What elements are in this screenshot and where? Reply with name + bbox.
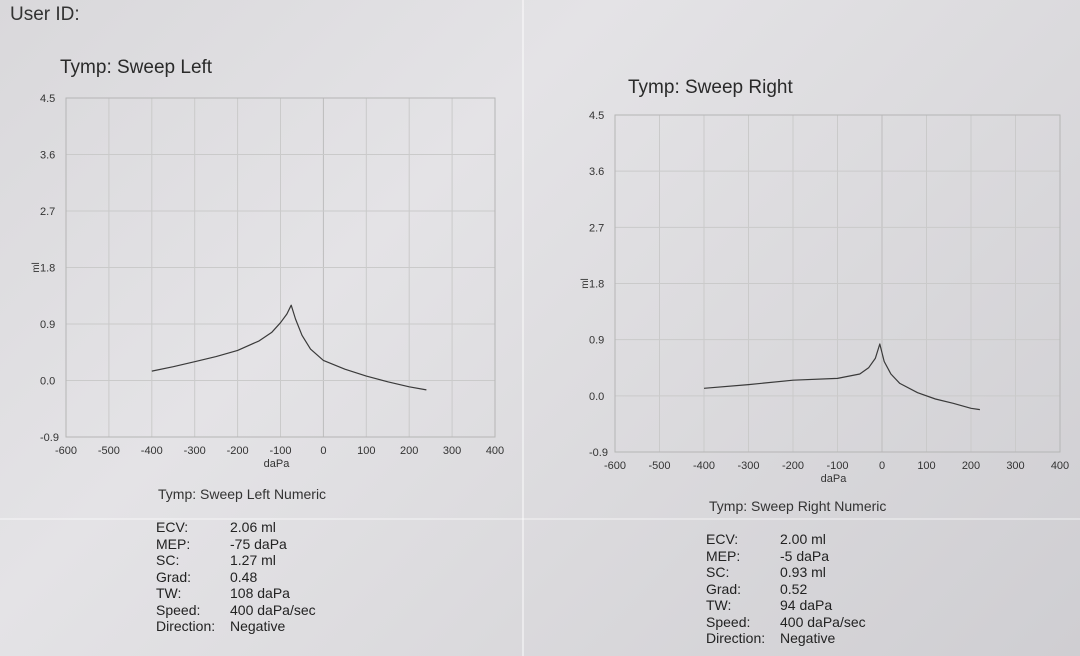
y-tick-label: 3.6 <box>589 166 604 178</box>
paper-fold-horizontal <box>0 518 1080 520</box>
x-tick-label: 100 <box>357 445 375 457</box>
x-tick-label: -600 <box>55 445 77 457</box>
x-tick-label: -300 <box>737 460 759 472</box>
y-tick-label: 0.0 <box>40 376 55 388</box>
numeric-label: ECV: <box>706 531 739 547</box>
numeric-value: 1.27 ml <box>230 552 276 568</box>
y-axis-label: ml <box>31 262 42 273</box>
numeric-value: -5 daPa <box>780 547 830 564</box>
chart-title-right: Tymp: Sweep Right <box>628 77 793 98</box>
numeric-row: SC: 0.93 ml <box>706 564 866 581</box>
numeric-value: -75 daPa <box>230 535 287 552</box>
numeric-row: Speed: 400 daPa/sec <box>706 614 866 631</box>
numeric-row: ECV: 2.00 ml <box>706 531 866 548</box>
x-tick-label: 400 <box>1051 460 1069 472</box>
y-axis-label: ml <box>580 278 591 289</box>
x-tick-label: -100 <box>826 460 848 472</box>
numeric-row: MEP: -75 daPa <box>156 536 316 553</box>
numeric-label: TW: <box>156 585 182 601</box>
numeric-row: ECV: 2.06 ml <box>156 519 316 536</box>
numeric-row: Grad: 0.52 <box>706 581 866 598</box>
numeric-label: Direction: <box>706 630 766 646</box>
numeric-value: 94 daPa <box>780 597 833 613</box>
y-tick-label: -0.9 <box>40 432 59 444</box>
x-tick-label: -600 <box>604 460 626 472</box>
x-tick-label: 200 <box>962 460 980 472</box>
y-tick-label: 4.5 <box>40 93 55 105</box>
numeric-row: SC: 1.27 ml <box>156 552 316 569</box>
numeric-label: SC: <box>156 552 180 568</box>
y-tick-label: 1.8 <box>589 279 604 291</box>
x-tick-label: 300 <box>443 445 461 457</box>
numeric-label: MEP: <box>156 535 191 552</box>
numeric-value: 108 daPa <box>230 585 290 601</box>
numeric-row: Grad: 0.48 <box>156 569 316 586</box>
numeric-row: TW: 94 daPa <box>706 597 866 614</box>
y-tick-label: 2.7 <box>40 206 55 218</box>
numeric-table-left: ECV: 2.06 ml MEP: -75 daPa SC: 1.27 ml Grad: 0.… <box>156 519 316 635</box>
numeric-label: Speed: <box>156 601 201 618</box>
x-tick-label: 0 <box>879 460 885 472</box>
x-axis-label: daPa <box>264 458 291 470</box>
tymp-curve <box>703 343 980 411</box>
plot-frame <box>65 97 496 438</box>
y-tick-label: 3.6 <box>40 150 55 162</box>
x-tick-label: 400 <box>486 445 504 457</box>
x-tick-label: -400 <box>693 460 715 472</box>
y-tick-label: 0.9 <box>589 335 604 347</box>
y-tick-label: 2.7 <box>589 222 604 234</box>
numeric-row: MEP: -5 daPa <box>706 548 866 565</box>
numeric-value: 400 daPa/sec <box>780 613 866 630</box>
x-axis-label: daPa <box>821 473 848 485</box>
chart-title-left: Tymp: Sweep Left <box>60 57 213 78</box>
numeric-value: Negative <box>780 630 836 646</box>
y-tick-label: -0.9 <box>589 447 608 459</box>
x-tick-label: -300 <box>184 445 206 457</box>
numeric-label: Direction: <box>156 618 216 634</box>
numeric-label: Speed: <box>706 613 751 630</box>
y-tick-label: 0.9 <box>40 319 55 331</box>
numeric-value: 0.48 <box>230 568 258 585</box>
x-tick-label: -200 <box>227 445 249 457</box>
numeric-value: 400 daPa/sec <box>230 601 316 618</box>
numeric-value: 0.93 ml <box>780 564 826 580</box>
numeric-value: Negative <box>230 618 286 634</box>
y-tick-label: 1.8 <box>40 263 55 275</box>
x-tick-label: 200 <box>400 445 418 457</box>
x-tick-label: -200 <box>782 460 804 472</box>
numeric-value: 0.52 <box>780 580 808 597</box>
x-tick-label: -500 <box>648 460 670 472</box>
numeric-title-left: Tymp: Sweep Left Numeric <box>158 486 327 502</box>
numeric-value: 2.00 ml <box>780 531 826 547</box>
numeric-row: Direction: Negative <box>706 630 866 647</box>
numeric-label: ECV: <box>156 519 189 535</box>
paper-fold-vertical <box>522 0 524 656</box>
x-tick-label: 0 <box>320 445 326 457</box>
y-tick-label: 0.0 <box>589 391 604 403</box>
y-tick-label: 4.5 <box>589 110 604 122</box>
numeric-row: TW: 108 daPa <box>156 585 316 602</box>
numeric-title-right: Tymp: Sweep Right Numeric <box>709 498 887 514</box>
numeric-row: Direction: Negative <box>156 618 316 635</box>
x-tick-label: 300 <box>1006 460 1024 472</box>
numeric-label: TW: <box>706 597 732 613</box>
numeric-row: Speed: 400 daPa/sec <box>156 602 316 619</box>
user-id-label: User ID: <box>10 4 80 25</box>
tymp-curve <box>151 304 427 391</box>
x-tick-label: -400 <box>141 445 163 457</box>
numeric-label: MEP: <box>706 547 741 564</box>
numeric-table-right: ECV: 2.00 ml MEP: -5 daPa SC: 0.93 ml Grad: 0.5… <box>706 531 866 647</box>
numeric-value: 2.06 ml <box>230 519 276 535</box>
numeric-label: SC: <box>706 564 730 580</box>
x-tick-label: -100 <box>269 445 291 457</box>
numeric-label: Grad: <box>706 580 742 597</box>
x-tick-label: -500 <box>98 445 120 457</box>
x-tick-label: 100 <box>917 460 935 472</box>
numeric-label: Grad: <box>156 568 192 585</box>
plot-frame <box>614 114 1061 453</box>
